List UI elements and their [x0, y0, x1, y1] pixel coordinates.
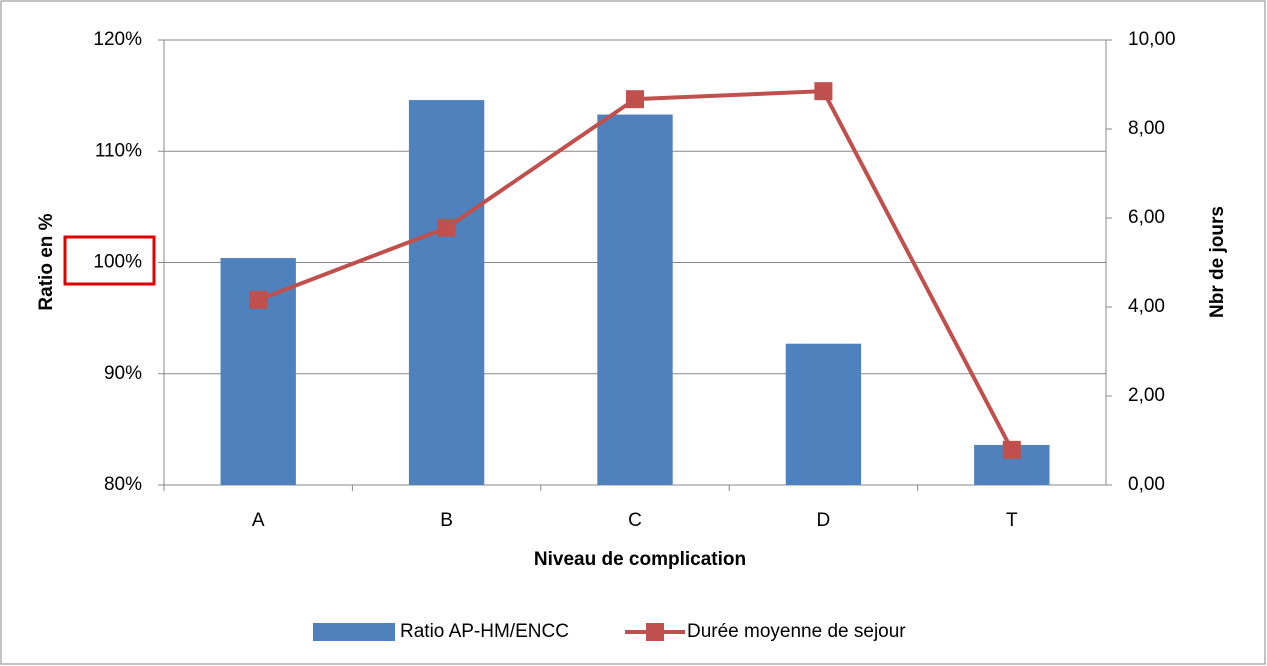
- y-axis-title: Ratio en %: [36, 213, 57, 310]
- y2-tick-label: 6,00: [1128, 207, 1165, 228]
- y2-tick-label: 2,00: [1128, 385, 1165, 406]
- bar: [408, 100, 485, 485]
- y-tick-label: 120%: [93, 29, 142, 50]
- legend-label: Ratio AP-HM/ENCC: [400, 621, 569, 642]
- x-tick-label: C: [628, 510, 642, 531]
- y2-tick-label: 10,00: [1128, 29, 1176, 50]
- y2-tick-label: 8,00: [1128, 118, 1165, 139]
- x-tick-label: B: [440, 510, 453, 531]
- x-tick-label: D: [817, 510, 831, 531]
- legend-swatch: [313, 623, 395, 641]
- y-tick-label: 90%: [104, 363, 142, 384]
- y2-tick-label: 0,00: [1128, 474, 1165, 495]
- legend-label: Durée moyenne de sejour: [687, 621, 906, 642]
- x-axis-title: Niveau de complication: [534, 549, 746, 570]
- line-marker: [814, 82, 833, 101]
- legend-marker: [646, 623, 664, 641]
- line-marker: [626, 90, 644, 109]
- y-tick-label: 80%: [104, 474, 142, 495]
- line-marker: [1002, 440, 1021, 459]
- x-tick-label: T: [1006, 510, 1018, 531]
- y-tick-label: 110%: [95, 140, 142, 161]
- bar: [597, 114, 673, 485]
- line-marker: [437, 218, 456, 237]
- x-tick-label: A: [252, 510, 265, 531]
- bar: [785, 343, 862, 485]
- y2-axis-title: Nbr de jours: [1207, 206, 1228, 318]
- y-tick-label: 100%: [93, 252, 142, 273]
- y2-tick-label: 4,00: [1128, 296, 1165, 317]
- line-marker: [249, 290, 268, 309]
- highlight-box: [63, 235, 156, 286]
